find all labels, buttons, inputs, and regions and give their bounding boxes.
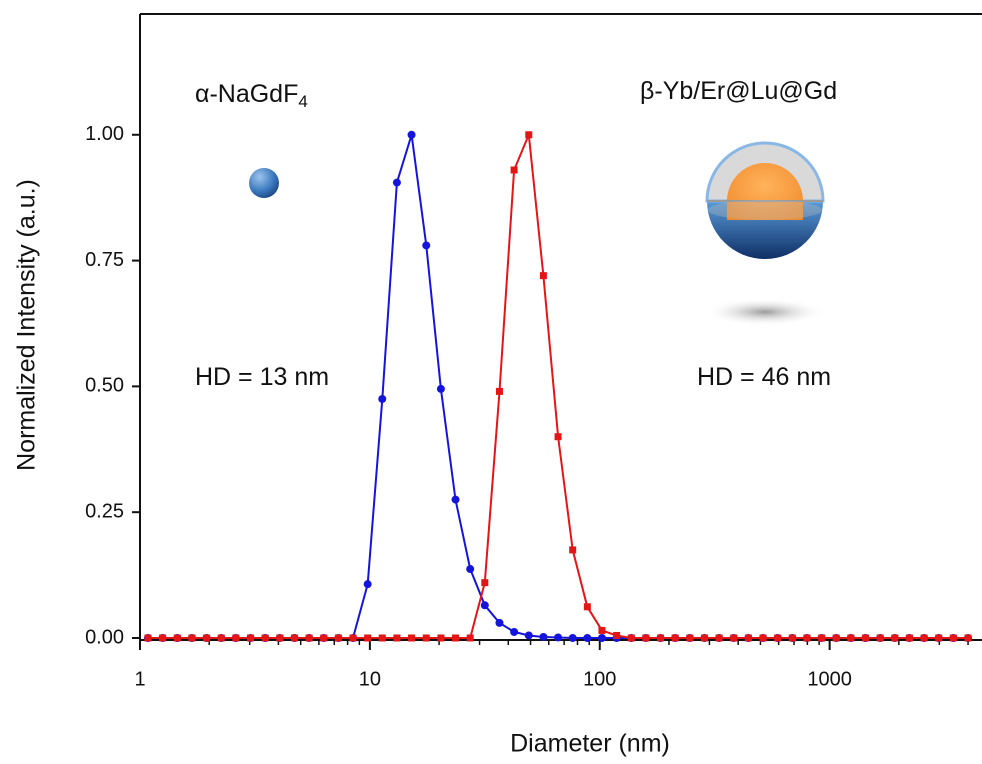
marker xyxy=(759,634,767,642)
marker xyxy=(554,633,563,642)
marker xyxy=(583,603,591,611)
marker xyxy=(407,130,416,139)
marker xyxy=(203,634,211,642)
annotation-text: HD = 13 nm xyxy=(195,363,329,391)
marker xyxy=(905,634,913,642)
marker xyxy=(657,634,665,642)
x-axis-title: Diameter (nm) xyxy=(510,730,670,758)
y-tick-label: 1.00 xyxy=(85,123,124,145)
marker xyxy=(466,634,474,642)
marker xyxy=(436,384,445,393)
marker xyxy=(642,634,650,642)
annotation-subscript: 4 xyxy=(298,92,307,111)
marker xyxy=(159,634,167,642)
marker xyxy=(597,633,606,642)
marker xyxy=(481,579,489,587)
marker xyxy=(364,634,372,642)
marker xyxy=(525,131,533,139)
marker xyxy=(408,634,416,642)
marker xyxy=(247,634,255,642)
marker xyxy=(232,634,240,642)
marker xyxy=(393,634,401,642)
marker xyxy=(173,634,181,642)
marker xyxy=(480,601,489,610)
marker xyxy=(524,631,533,640)
annotation-text: α-NaGdF xyxy=(195,80,298,108)
annotation: α-NaGdF4 xyxy=(195,80,308,112)
annotation-text: HD = 46 nm xyxy=(697,363,831,391)
marker xyxy=(276,634,284,642)
y-tick-label: 0.00 xyxy=(85,626,124,648)
marker xyxy=(613,631,621,639)
y-tick-label: 0.75 xyxy=(85,249,124,271)
marker xyxy=(554,433,562,441)
x-tick-label: 10 xyxy=(359,668,381,690)
marker xyxy=(671,634,679,642)
marker xyxy=(568,633,577,642)
marker xyxy=(715,634,723,642)
marker xyxy=(378,394,387,403)
marker xyxy=(320,634,328,642)
marker xyxy=(452,634,460,642)
marker xyxy=(744,634,752,642)
marker xyxy=(495,387,503,395)
marker xyxy=(803,634,811,642)
marker xyxy=(510,166,518,174)
marker xyxy=(539,272,547,280)
marker xyxy=(188,634,196,642)
marker xyxy=(847,634,855,642)
marker xyxy=(144,634,152,642)
marker xyxy=(700,634,708,642)
marker xyxy=(217,634,225,642)
marker xyxy=(598,626,606,634)
marker xyxy=(451,495,460,504)
marker xyxy=(861,634,869,642)
marker xyxy=(964,634,972,642)
marker xyxy=(378,634,386,642)
marker xyxy=(290,634,298,642)
marker xyxy=(832,634,840,642)
marker xyxy=(539,632,548,641)
marker xyxy=(392,178,401,187)
marker xyxy=(334,634,342,642)
marker xyxy=(437,634,445,642)
annotation: HD = 46 nm xyxy=(697,363,831,391)
marker xyxy=(876,634,884,642)
x-tick-label: 100 xyxy=(583,668,616,690)
marker xyxy=(363,580,372,589)
y-axis-title: Normalized Intensity (a.u.) xyxy=(13,179,41,471)
marker xyxy=(935,634,943,642)
x-tick-label: 1 xyxy=(134,668,145,690)
annotation: HD = 13 nm xyxy=(195,363,329,391)
marker xyxy=(627,634,635,642)
marker xyxy=(583,633,592,642)
y-tick-label: 0.50 xyxy=(85,375,124,397)
marker xyxy=(495,618,504,627)
decoration xyxy=(249,141,827,326)
marker xyxy=(422,241,431,250)
marker xyxy=(510,627,519,636)
marker xyxy=(422,634,430,642)
marker xyxy=(788,634,796,642)
y-tick-label: 0.25 xyxy=(85,500,124,522)
marker xyxy=(920,634,928,642)
annotation: β-Yb/Er@Lu@Gd xyxy=(640,77,837,105)
series xyxy=(144,131,972,642)
marker xyxy=(305,634,313,642)
x-tick-label: 1000 xyxy=(807,668,852,690)
marker xyxy=(730,634,738,642)
marker xyxy=(261,634,269,642)
marker xyxy=(949,634,957,642)
annotation-text: β-Yb/Er@Lu@Gd xyxy=(640,77,837,105)
marker xyxy=(818,634,826,642)
marker xyxy=(686,634,694,642)
marker xyxy=(891,634,899,642)
marker xyxy=(466,565,475,574)
marker xyxy=(774,634,782,642)
marker xyxy=(569,546,577,554)
marker xyxy=(349,634,357,642)
